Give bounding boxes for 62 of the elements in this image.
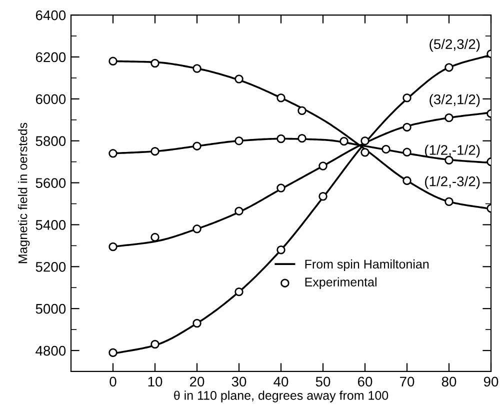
y-tick-label: 5400 [36,220,66,230]
point [234,74,244,84]
annotation: (1/2,-1/2) [425,144,480,158]
point [360,136,370,146]
point [108,348,118,357]
point [108,149,118,158]
annotation: (5/2,3/2) [430,38,480,52]
annotation: (1/2,-3/2) [425,176,480,190]
point [402,176,412,186]
point [444,63,454,72]
point [444,197,454,206]
x-tick-label: 20 [190,376,204,387]
point [192,142,202,150]
x-tick-label: 80 [442,376,456,387]
point [192,224,202,234]
point [318,162,328,170]
point [276,246,286,254]
y-axis-title: Magnetic field in oersteds [18,122,30,264]
y-tick-label: 5800 [36,136,66,146]
legend-label: Experimental [305,277,376,289]
annotation: (3/2,1/2) [430,94,480,108]
point [150,232,160,242]
point [150,146,160,156]
x-tick-label: 60 [358,376,372,387]
point [276,93,286,102]
x-tick-label: 30 [232,376,246,387]
x-tick-label: 10 [148,376,162,387]
point [276,134,286,144]
point [298,106,306,116]
point [402,122,412,132]
point [192,64,202,73]
x-tick-label: 70 [400,376,414,387]
point [340,136,348,146]
y-tick-label: 4800 [36,346,66,356]
point [108,242,118,252]
point [402,93,412,102]
x-tick-label: 90 [484,376,498,387]
x-tick-label: 40 [274,376,288,387]
x-tick-label: 50 [316,376,330,387]
point [382,144,390,154]
y-tick-label: 6400 [36,10,66,20]
point [402,148,412,157]
y-tick-label: 5600 [36,178,66,188]
x-tick-label: 0 [110,376,116,387]
point [234,136,244,146]
point [360,148,370,157]
point [234,206,244,216]
point [150,340,160,349]
x-axis-title: θ in 110 plane, degrees away from 100 [174,390,388,402]
y-tick-label: 5200 [36,262,66,272]
point [276,184,286,192]
legend-label: From spin Hamiltonian [305,259,429,272]
y-tick-label: 6000 [36,94,66,104]
point [444,113,454,122]
point [108,56,118,66]
y-tick-label: 5000 [36,304,66,314]
point [234,287,244,296]
point [318,192,328,201]
point [150,58,160,68]
point [298,134,306,143]
y-tick-label: 6200 [36,52,66,62]
point [192,318,202,328]
